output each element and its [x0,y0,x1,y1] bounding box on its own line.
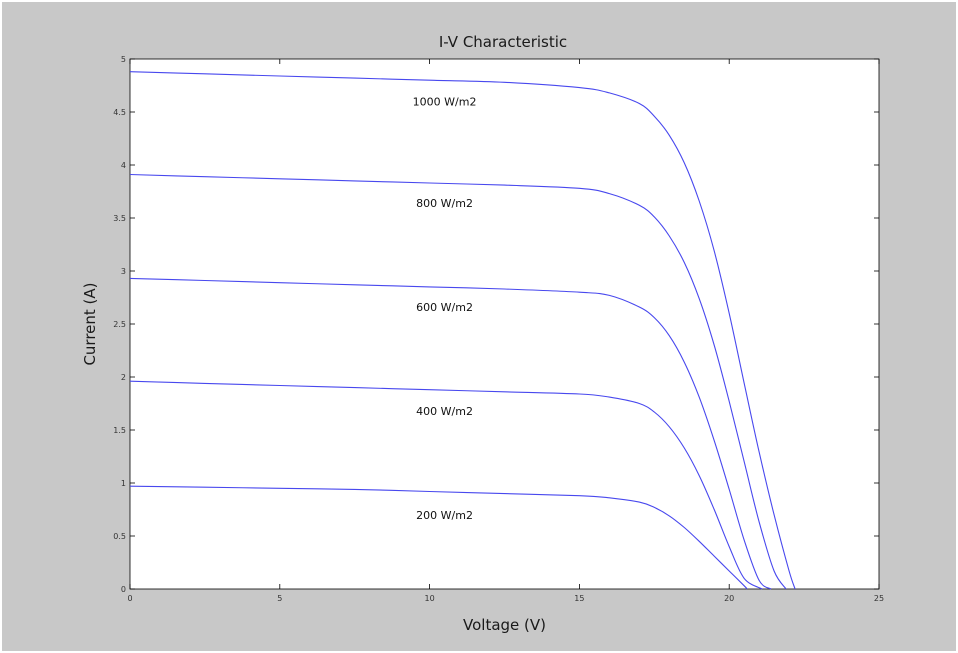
y-tick-label: 3 [121,267,126,276]
plot-area [129,58,880,590]
x-tick-label: 20 [724,594,734,603]
series-line-2 [129,277,772,590]
y-axis-label: Current (A) [81,282,99,365]
curve-label-4: 200 W/m2 [416,509,473,522]
x-tick-label: 25 [874,594,884,603]
series-line-4 [129,485,748,590]
x-tick-label: 0 [127,594,132,603]
y-tick-label: 4.5 [113,108,126,117]
x-tick-label: 15 [574,594,584,603]
y-tick-label: 0.5 [113,532,126,541]
y-tick-label: 4 [121,161,126,170]
y-tick-label: 5 [121,55,126,64]
series-line-3 [129,380,763,590]
y-tick-label: 1.5 [113,426,126,435]
curve-label-0: 1000 W/m2 [413,95,477,108]
curve-labels: 1000 W/m2 800 W/m2 600 W/m2 400 W/m2 200 W/m… [413,95,477,521]
x-axis-label: Voltage (V) [463,616,546,634]
y-tick-label: 2 [121,373,126,382]
series-line-0 [129,71,796,590]
y-tick-label: 2.5 [113,320,126,329]
curves [129,71,796,590]
y-tick-label: 0 [121,585,126,594]
axis-ticks: 0 5 10 15 20 25 0 0.5 1 1.5 2 2.5 3 3.5 4 4.5 5 [113,55,884,603]
y-tick-label: 3.5 [113,214,126,223]
x-tick-label: 10 [425,594,435,603]
chart-title: I-V Characteristic [439,33,567,51]
curve-label-2: 600 W/m2 [416,301,473,314]
x-tick-label: 5 [277,594,282,603]
y-tick-label: 1 [121,479,126,488]
curve-label-1: 800 W/m2 [416,197,473,210]
series-line-1 [129,173,787,590]
curve-label-3: 400 W/m2 [416,405,473,418]
